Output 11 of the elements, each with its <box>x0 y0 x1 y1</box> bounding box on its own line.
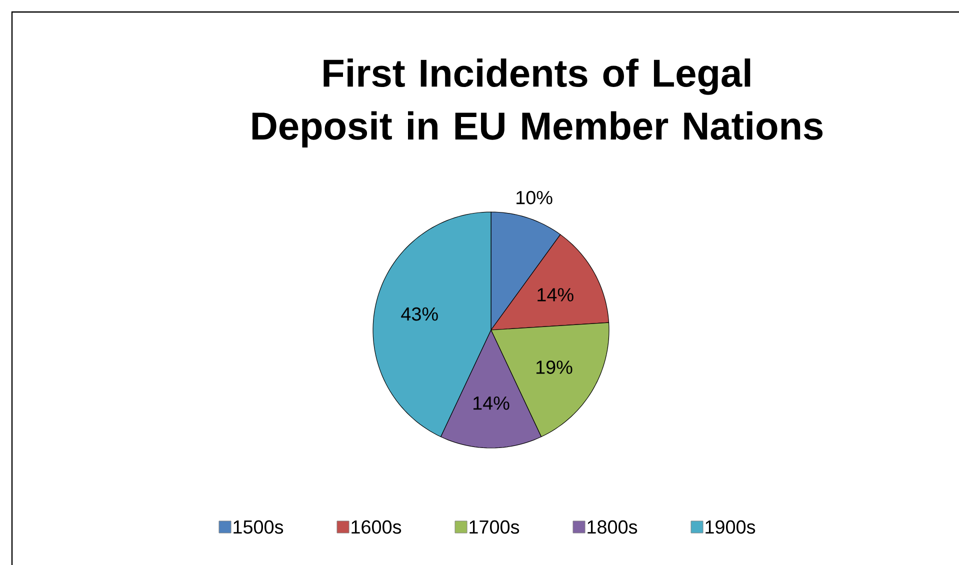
data-label: 14% <box>474 396 510 410</box>
chart-title: First Incidents of Legal Deposit in EU Member Nations <box>252 58 823 148</box>
legend-label: 1500s <box>234 520 284 534</box>
legend-label: 1800s <box>588 520 638 534</box>
legend-label: 1600s <box>352 520 402 534</box>
data-label: 43% <box>401 307 438 321</box>
data-label: 10% <box>516 190 552 204</box>
legend-label: 1900s <box>706 520 756 534</box>
data-label: 14% <box>538 288 574 302</box>
legend-label: 1700s <box>470 520 520 534</box>
data-label: 19% <box>536 360 572 374</box>
